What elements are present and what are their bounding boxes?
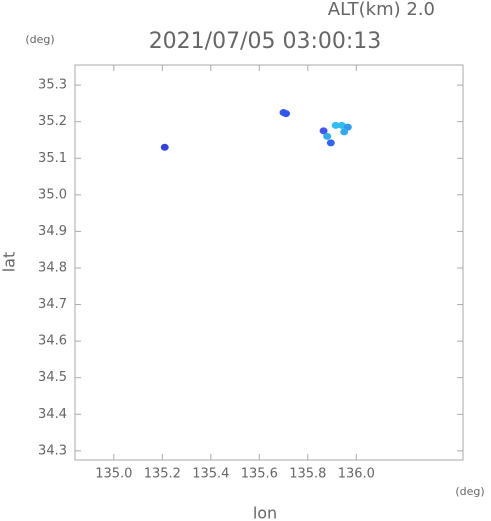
y-unit: (deg) bbox=[25, 33, 54, 46]
x-tick-label: 135.8 bbox=[289, 467, 326, 482]
x-tick-label: 135.4 bbox=[192, 467, 229, 482]
echo-cell bbox=[323, 132, 332, 140]
y-tick-label: 34.8 bbox=[38, 260, 67, 275]
y-tick-label: 35.3 bbox=[38, 78, 67, 93]
y-tick-label: 35.0 bbox=[38, 187, 67, 202]
y-tick-label: 34.9 bbox=[38, 224, 67, 239]
x-tick-label: 135.6 bbox=[241, 467, 278, 482]
echo-cell bbox=[340, 128, 349, 136]
x-axis-label: lon bbox=[253, 504, 277, 521]
y-tick-label: 35.2 bbox=[38, 114, 67, 129]
y-tick-label: 34.3 bbox=[38, 443, 67, 458]
echo-cell bbox=[326, 139, 335, 147]
plot-frame bbox=[74, 64, 464, 461]
echo-cell bbox=[281, 110, 290, 118]
y-tick-label: 34.7 bbox=[38, 297, 67, 312]
x-tick-label: 135.2 bbox=[144, 467, 181, 482]
chart-title: 2021/07/05 03:00:13 bbox=[149, 29, 382, 54]
echo-cell bbox=[337, 121, 346, 129]
x-tick-label: 136.0 bbox=[338, 467, 375, 482]
altitude-label: ALT(km) 2.0 bbox=[328, 0, 435, 20]
echo-cell bbox=[160, 143, 169, 151]
x-unit: (deg) bbox=[455, 485, 484, 498]
y-axis-label: lat bbox=[0, 252, 19, 273]
y-tick-label: 34.5 bbox=[38, 370, 67, 385]
y-tick-label: 34.6 bbox=[38, 334, 67, 349]
y-tick-label: 34.4 bbox=[38, 407, 67, 422]
echo-cell bbox=[319, 127, 328, 135]
echo-cell bbox=[331, 121, 340, 129]
x-tick-label: 135.0 bbox=[95, 467, 132, 482]
y-tick-label: 35.1 bbox=[38, 151, 67, 166]
